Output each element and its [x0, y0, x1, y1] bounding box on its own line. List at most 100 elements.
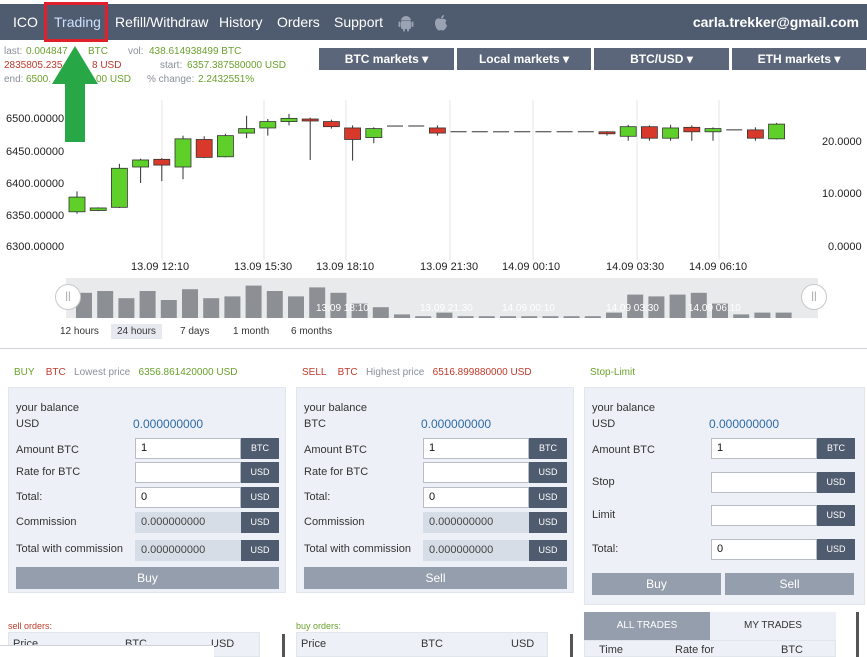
stop-sell-button[interactable]: Sell — [725, 573, 854, 595]
volume-bar-22 — [542, 316, 559, 318]
y-right-tick-20: 20.0000 — [822, 136, 862, 148]
y-tick-6500: 6500.00000 — [6, 113, 65, 125]
sell-price: 6516.899880000 USD — [432, 367, 532, 378]
volume-bar-29 — [690, 292, 707, 318]
candle-11 — [301, 117, 319, 160]
limit-price-unit: USD — [817, 505, 855, 526]
sell-twc-value: 0.000000000 — [423, 540, 529, 561]
local-markets-dropdown[interactable]: Local markets ▾ — [457, 48, 591, 70]
nav-ico[interactable]: ICO — [13, 14, 38, 30]
limit-price-input[interactable] — [711, 505, 817, 526]
android-icon[interactable] — [397, 14, 415, 32]
stop-amount-input[interactable]: 1 — [711, 438, 817, 459]
volume-bar-18 — [457, 316, 474, 318]
sell-total-input[interactable]: 0 — [423, 487, 529, 508]
buy-total-label: Total: — [16, 491, 43, 503]
sell-total-unit: USD — [529, 487, 567, 508]
volume-bar-3 — [139, 291, 156, 318]
eth-markets-dropdown[interactable]: ETH markets ▾ — [732, 48, 866, 70]
navigator-right-handle[interactable]: || — [801, 284, 827, 310]
buy-title: BUY — [14, 367, 35, 378]
stop-price-unit: USD — [817, 472, 855, 493]
last-usd-value: 2835805.235 — [4, 60, 63, 71]
candle-6 — [195, 136, 213, 159]
range-12h[interactable]: 12 hours — [60, 326, 99, 337]
end-label: end: — [4, 74, 24, 85]
user-email[interactable]: carla.trekker@gmail.com — [692, 14, 859, 30]
sell-twc-unit: USD — [529, 540, 567, 561]
range-6m[interactable]: 6 months — [291, 326, 333, 337]
range-24h[interactable]: 24 hours — [111, 324, 162, 339]
pair-dropdown[interactable]: BTC/USD ▾ — [594, 48, 729, 70]
last-usd-unit: 8 USD — [92, 60, 122, 71]
sell-total-label: Total: — [304, 491, 331, 503]
volume-bar-28 — [669, 294, 686, 318]
sell-commission-label: Commission — [304, 516, 365, 528]
nav-support[interactable]: Support — [334, 14, 384, 30]
stop-limit-title: Stop-Limit — [590, 367, 636, 378]
candle-32 — [747, 127, 764, 141]
buy-commission-value: 0.000000000 — [135, 512, 241, 533]
tab-my-trades[interactable]: MY TRADES — [710, 612, 836, 640]
navigator-left-handle[interactable]: || — [55, 284, 81, 310]
sell-rate-input[interactable] — [423, 462, 529, 483]
sell-rate-unit: USD — [529, 462, 567, 483]
volume-bar-27 — [648, 296, 665, 318]
sell-orders-scrollbar[interactable] — [282, 634, 285, 657]
sell-orders-scroll-area[interactable] — [0, 645, 214, 657]
stop-total-input[interactable]: 0 — [711, 539, 817, 560]
nav-refill-withdraw[interactable]: Refill/Withdraw — [115, 14, 209, 30]
volume-bar-15 — [394, 314, 410, 318]
nav-label-3: 14.09 03:30 — [606, 303, 659, 314]
sell-button[interactable]: Sell — [304, 567, 567, 589]
volume-bar-1 — [97, 291, 114, 318]
candle-3 — [132, 158, 150, 183]
volume-bar-32 — [754, 312, 771, 318]
buy-total-input[interactable]: 0 — [135, 487, 241, 508]
sell-amount-input[interactable]: 1 — [423, 438, 529, 459]
candle-17 — [428, 125, 446, 136]
buy-rate-input[interactable] — [135, 462, 241, 483]
buy-orders-scrollbar[interactable] — [570, 634, 573, 657]
section-divider — [0, 348, 867, 349]
buy-button[interactable]: Buy — [16, 567, 279, 589]
nav-trading[interactable]: Trading — [54, 14, 101, 30]
volume-bar-24 — [584, 316, 601, 318]
sell-price-label: Highest price — [365, 367, 425, 378]
range-1m[interactable]: 1 month — [233, 326, 270, 337]
candle-1 — [89, 207, 107, 212]
change-value: 2.2432551% — [198, 74, 255, 85]
nav-history[interactable]: History — [219, 14, 263, 30]
buy-balance-label: your balance — [16, 402, 79, 414]
range-7d[interactable]: 7 days — [180, 326, 210, 337]
buy-rate-unit: USD — [241, 462, 279, 483]
last-btc-unit: BTC — [88, 46, 108, 57]
tab-all-trades[interactable]: ALL TRADES — [584, 612, 710, 640]
x-tick-3: 13.09 21:30 — [420, 261, 479, 273]
trades-col-btc: BTC — [781, 644, 803, 656]
sell-balance-currency: BTC — [304, 418, 326, 430]
btc-markets-dropdown[interactable]: BTC markets ▾ — [319, 48, 454, 70]
y-tick-6400: 6400.00000 — [6, 178, 65, 190]
candle-8 — [238, 115, 256, 139]
buy-amount-input[interactable]: 1 — [135, 438, 241, 459]
x-tick-6: 14.09 06:10 — [689, 261, 748, 273]
stop-buy-button[interactable]: Buy — [592, 573, 721, 595]
sell-title: SELL — [302, 367, 327, 378]
trades-scrollbar[interactable] — [856, 612, 859, 657]
sell-rate-label: Rate for BTC — [304, 466, 369, 478]
chart-navigator[interactable]: 13.09 18:10 13.09 21:30 14.09 00:10 14.0… — [66, 278, 818, 318]
candles-plot — [68, 100, 785, 260]
sell-currency: BTC — [337, 367, 358, 378]
y-tick-6450: 6450.00000 — [6, 146, 65, 158]
volume-bar-5 — [182, 289, 198, 318]
buy-orders-label: buy orders: — [296, 621, 342, 631]
nav-orders[interactable]: Orders — [277, 14, 320, 30]
volume-bar-10 — [288, 296, 304, 318]
candle-7 — [216, 133, 234, 158]
top-nav: ICO Trading Refill/Withdraw History Orde… — [0, 4, 867, 40]
volume-bar-2 — [118, 298, 135, 318]
apple-icon[interactable] — [432, 14, 450, 32]
stop-price-input[interactable] — [711, 472, 817, 493]
candle-12 — [322, 119, 340, 129]
